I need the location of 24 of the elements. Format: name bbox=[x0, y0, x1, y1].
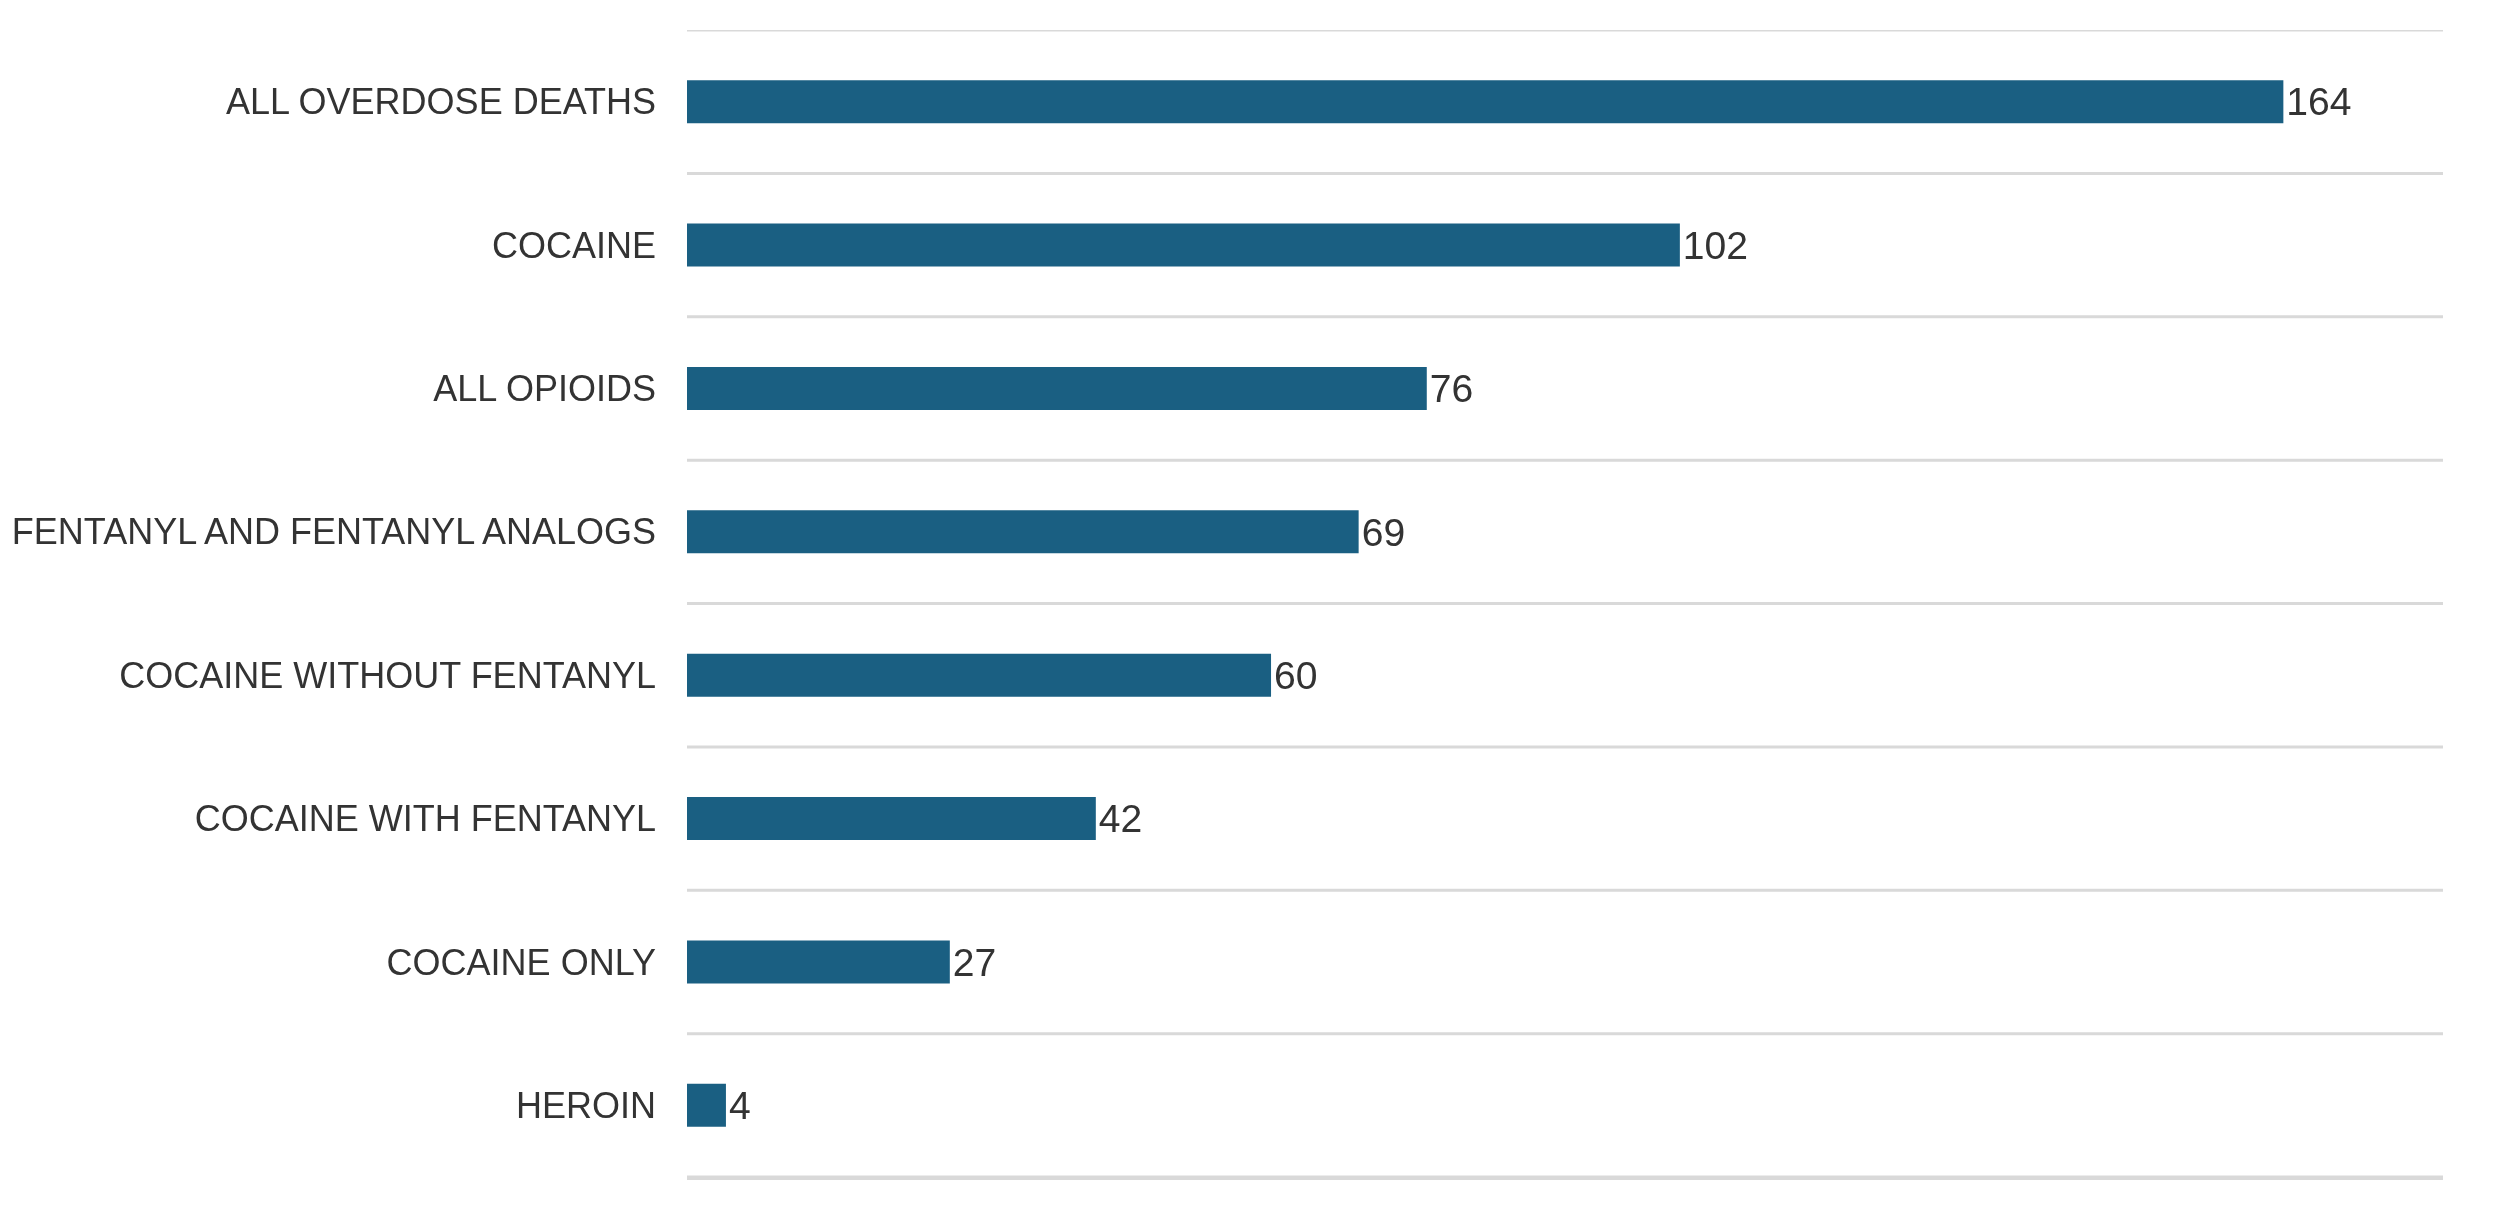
data-label: 42 bbox=[1098, 797, 1143, 841]
bar bbox=[687, 223, 1680, 267]
y-tick-label: FENTANYL AND FENTANYL ANALOGS bbox=[11, 511, 656, 553]
data-label: 69 bbox=[1361, 510, 1406, 554]
data-label: 76 bbox=[1429, 367, 1474, 411]
bar bbox=[687, 797, 1096, 841]
data-label: 164 bbox=[2286, 80, 2352, 124]
y-tick-label: COCAINE WITH FENTANYL bbox=[194, 798, 656, 840]
y-tick-label: COCAINE bbox=[491, 224, 656, 266]
bar bbox=[687, 653, 1272, 697]
data-label: 27 bbox=[952, 940, 997, 984]
data-label: 102 bbox=[1682, 223, 1749, 267]
y-tick-label: ALL OVERDOSE DEATHS bbox=[225, 81, 656, 123]
bar bbox=[687, 80, 2284, 124]
bar bbox=[687, 1083, 726, 1127]
bar bbox=[687, 510, 1359, 554]
y-tick-label: HEROIN bbox=[515, 1084, 656, 1126]
y-tick-label: ALL OPIOIDS bbox=[433, 368, 656, 410]
y-tick-label: COCAINE ONLY bbox=[386, 941, 656, 983]
data-label: 4 bbox=[728, 1084, 751, 1127]
bar bbox=[687, 366, 1427, 410]
data-label: 60 bbox=[1274, 653, 1318, 697]
y-tick-label: COCAINE WITHOUT FENTANYL bbox=[119, 654, 656, 696]
bar bbox=[687, 940, 950, 984]
